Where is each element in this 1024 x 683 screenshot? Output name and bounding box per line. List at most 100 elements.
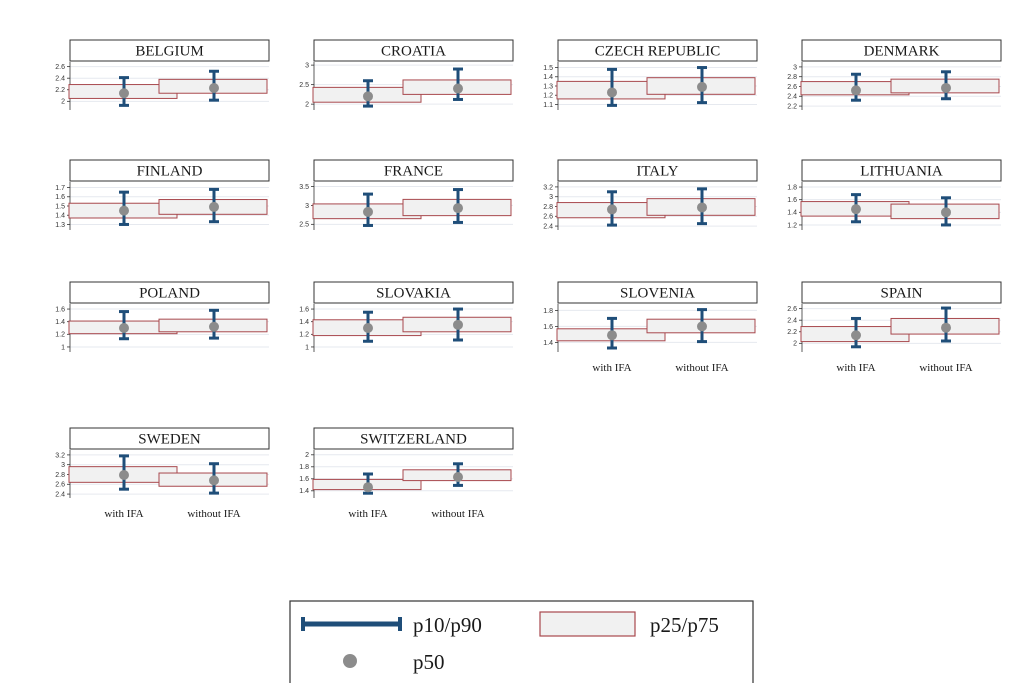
median-dot — [941, 207, 951, 218]
series-without-ifa — [158, 462, 268, 495]
series-without-ifa — [890, 196, 1000, 227]
median-dot — [697, 202, 707, 213]
series-without-ifa — [402, 67, 512, 101]
y-tick-label: 2 — [305, 452, 309, 459]
y-tick-label: 2.8 — [55, 472, 65, 479]
panel-title: CROATIA — [381, 44, 446, 60]
y-tick-label: 2.6 — [55, 482, 65, 489]
legend-box-label: p25/p75 — [650, 613, 719, 637]
panel-title: POLAND — [139, 286, 200, 302]
y-tick-label: 1.8 — [787, 184, 797, 191]
y-tick-label: 1.6 — [299, 306, 309, 313]
panel-header — [69, 159, 270, 182]
median-dot — [363, 206, 373, 217]
median-dot — [607, 87, 617, 98]
series-without-ifa — [158, 308, 268, 340]
y-tick-label: 1.6 — [787, 197, 797, 204]
x-category-label: without IFA — [919, 362, 972, 374]
panel-title: ITALY — [636, 164, 678, 180]
series-without-ifa — [646, 187, 756, 226]
y-tick-label: 2.4 — [543, 223, 553, 230]
median-dot — [607, 204, 617, 215]
y-tick-label: 2.8 — [787, 74, 797, 81]
panel-header — [557, 159, 758, 182]
y-tick-label: 1.4 — [55, 319, 65, 326]
panel-title: FRANCE — [384, 164, 443, 180]
y-tick-label: 1.7 — [55, 185, 65, 192]
y-tick-label: 2.4 — [55, 76, 65, 83]
legend-box-swatch — [539, 611, 636, 637]
panel-header — [801, 281, 1002, 304]
y-tick-label: 2.5 — [299, 82, 309, 89]
panel-slovakia: SLOVAKIA 1 1.2 1.4 1.6 — [299, 281, 514, 352]
series-with-ifa — [68, 76, 178, 107]
panel-czech-republic: CZECH REPUBLIC 1.1 1.2 1.3 1.4 1.5 — [543, 39, 758, 110]
y-tick-label: 1.6 — [543, 324, 553, 331]
y-tick-label: 2 — [793, 341, 797, 348]
panel-poland: POLAND 1 1.2 1.4 1.6 — [55, 281, 270, 352]
y-tick-label: 2.6 — [543, 214, 553, 221]
y-tick-label: 1.3 — [543, 83, 553, 90]
median-dot — [363, 91, 373, 102]
series-without-ifa — [402, 462, 512, 487]
series-without-ifa — [646, 66, 756, 105]
x-category-label: without IFA — [431, 508, 484, 520]
y-tick-label: 2 — [61, 99, 65, 106]
median-dot — [941, 82, 951, 93]
panel-belgium: BELGIUM 2 2.2 2.4 2.6 — [55, 39, 270, 110]
series-with-ifa — [68, 190, 178, 226]
panel-header — [557, 281, 758, 304]
panel-header — [801, 159, 1002, 182]
median-dot — [453, 472, 463, 482]
panel-switzerland: SWITZERLAND 1.4 1.6 1.8 2 with IFA without IFA — [299, 427, 514, 520]
median-dot — [209, 321, 219, 332]
y-tick-label: 1.2 — [299, 332, 309, 339]
panel-title: BELGIUM — [135, 44, 203, 60]
panel-header — [69, 39, 270, 62]
panel-header — [69, 281, 270, 304]
y-tick-label: 1.5 — [543, 65, 553, 72]
y-tick-label: 1.4 — [55, 213, 65, 220]
y-tick-label: 1 — [61, 344, 65, 351]
panel-finland: FINLAND 1.3 1.4 1.5 1.6 1.7 — [55, 159, 270, 230]
median-dot — [119, 205, 129, 216]
panel-header — [69, 427, 270, 450]
y-tick-label: 1.2 — [787, 222, 797, 229]
panel-header — [313, 281, 514, 304]
y-tick-label: 1.8 — [299, 464, 309, 471]
panel-croatia: CROATIA 2 2.5 3 — [299, 39, 514, 110]
y-tick-label: 1.4 — [543, 74, 553, 81]
x-category-label: with IFA — [592, 362, 631, 374]
y-tick-label: 1.4 — [299, 488, 309, 495]
y-tick-label: 1.4 — [543, 340, 553, 347]
series-with-ifa — [800, 316, 910, 349]
median-dot — [851, 204, 861, 215]
series-without-ifa — [402, 307, 512, 342]
panel-lithuania: LITHUANIA 1.2 1.4 1.6 1.8 — [787, 159, 1002, 230]
series-without-ifa — [890, 70, 1000, 101]
legend-whisker-swatch — [301, 617, 402, 631]
panel-spain: SPAIN 2 2.2 2.4 2.6 with IFA without IFA — [787, 281, 1002, 374]
panel-header — [313, 39, 514, 62]
panel-title: CZECH REPUBLIC — [595, 44, 720, 60]
series-with-ifa — [800, 193, 910, 224]
y-tick-label: 2.2 — [787, 329, 797, 336]
y-tick-label: 3 — [305, 63, 309, 70]
median-dot — [941, 322, 951, 333]
panel-title: DENMARK — [864, 44, 940, 60]
median-dot — [851, 330, 861, 341]
y-tick-label: 3 — [793, 64, 797, 71]
y-tick-label: 1.3 — [55, 222, 65, 229]
panel-header — [557, 39, 758, 62]
y-tick-label: 2.6 — [787, 306, 797, 313]
median-dot — [851, 85, 861, 96]
y-tick-label: 2.6 — [787, 84, 797, 91]
panel-header — [313, 159, 514, 182]
median-dot — [209, 83, 219, 94]
median-dot — [119, 469, 129, 480]
y-tick-label: 1.5 — [55, 203, 65, 210]
legend: p10/p90 p25/p75 p50 — [289, 600, 754, 683]
median-dot — [119, 323, 129, 333]
panel-header — [313, 427, 514, 450]
y-tick-label: 1.1 — [543, 102, 553, 109]
